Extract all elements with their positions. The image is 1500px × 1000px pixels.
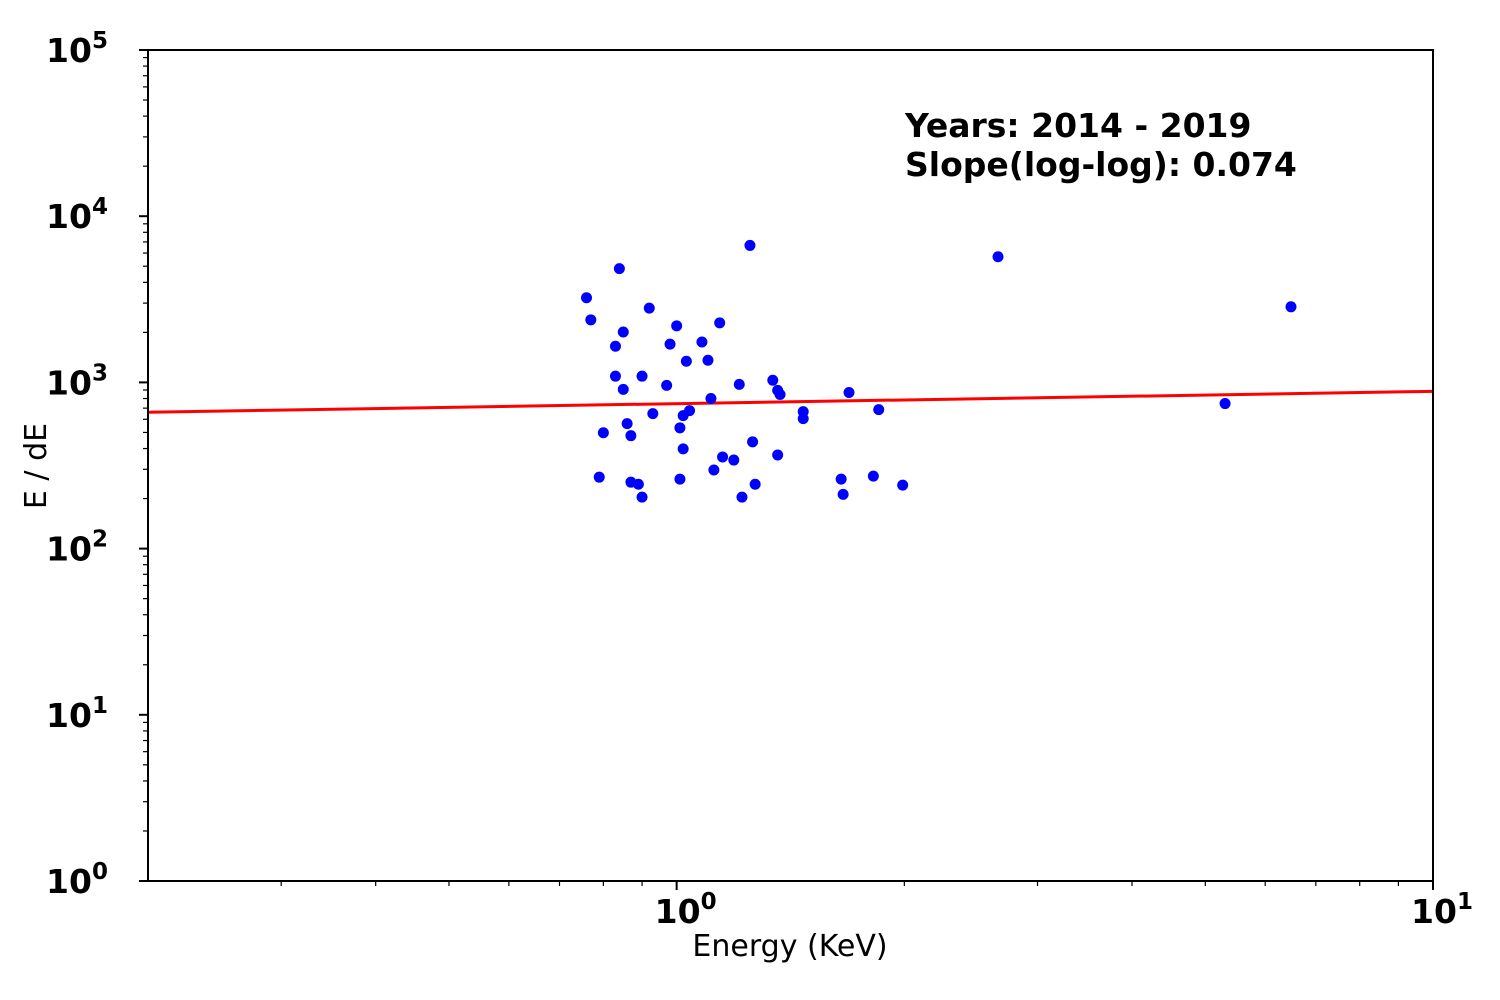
scatter-point xyxy=(1219,398,1231,410)
y-tick-label: 102 xyxy=(46,527,108,569)
x-tick-label: 101 xyxy=(1411,889,1473,931)
scatter-point xyxy=(621,418,633,430)
scatter-point xyxy=(636,491,648,503)
scatter-point xyxy=(835,473,847,485)
scatter-point xyxy=(714,317,726,329)
y-tick-label: 104 xyxy=(46,194,108,236)
annotation-slope: Slope(log-log): 0.074 xyxy=(905,145,1297,184)
annotation-years: Years: 2014 - 2019 xyxy=(904,106,1251,145)
axis-tick-labels: 100 101 102 103 104 105 100 101 xyxy=(46,28,1473,931)
y-tick-label: 100 xyxy=(46,859,108,901)
y-tick-label: 105 xyxy=(46,28,108,70)
scatter-point xyxy=(581,292,593,304)
scatter-point xyxy=(613,263,625,275)
scatter-point xyxy=(625,430,637,442)
scatter-point xyxy=(632,478,644,490)
scatter-point xyxy=(749,478,761,490)
scatter-point xyxy=(767,374,779,386)
scatter-point xyxy=(636,370,648,382)
scatter-point xyxy=(772,449,784,461)
fit-line xyxy=(147,389,1434,414)
scatter-point xyxy=(593,471,605,483)
scatter-point xyxy=(992,251,1004,263)
scatter-point xyxy=(736,491,748,503)
scatter-point xyxy=(617,326,629,338)
x-tick-label: 100 xyxy=(655,889,717,931)
scatter-point xyxy=(837,488,849,500)
scatter-point xyxy=(733,378,745,390)
scatter-point xyxy=(728,454,740,466)
scatter-point xyxy=(664,338,676,350)
plot-marks xyxy=(147,239,1434,503)
scatter-point xyxy=(643,302,655,314)
scatter-point xyxy=(597,427,609,439)
scatter-point xyxy=(677,410,689,422)
scatter-point xyxy=(680,355,692,367)
scatter-point xyxy=(677,443,689,455)
scatter-point xyxy=(1285,301,1297,313)
scatter-point xyxy=(843,386,855,398)
scatter-point xyxy=(744,239,756,251)
scatter-point xyxy=(647,408,659,420)
scatter-point xyxy=(585,314,597,326)
scatter-point xyxy=(702,354,714,366)
scatter-point xyxy=(674,473,686,485)
y-axis-label: E / dE xyxy=(19,423,54,509)
x-axis-label: Energy (KeV) xyxy=(692,929,887,964)
scatter-point xyxy=(705,393,717,405)
scatter-point xyxy=(774,388,786,400)
scatter-point xyxy=(609,370,621,382)
y-tick-label: 101 xyxy=(46,693,108,735)
scatter-point xyxy=(897,479,909,491)
scatter-point xyxy=(717,451,729,463)
scatter-point xyxy=(867,470,879,482)
scatter-point xyxy=(747,436,759,448)
scatter-point xyxy=(873,404,885,416)
scatter-point xyxy=(674,422,686,434)
scatter-point xyxy=(671,320,683,332)
scatter-point xyxy=(661,379,673,391)
scatter-point xyxy=(617,383,629,395)
y-tick-label: 103 xyxy=(46,360,108,402)
scatter-point xyxy=(696,336,708,348)
scatter-point xyxy=(708,464,720,476)
plot-frame xyxy=(147,49,1434,882)
scatter-point xyxy=(797,413,809,425)
scatter-point xyxy=(609,340,621,352)
